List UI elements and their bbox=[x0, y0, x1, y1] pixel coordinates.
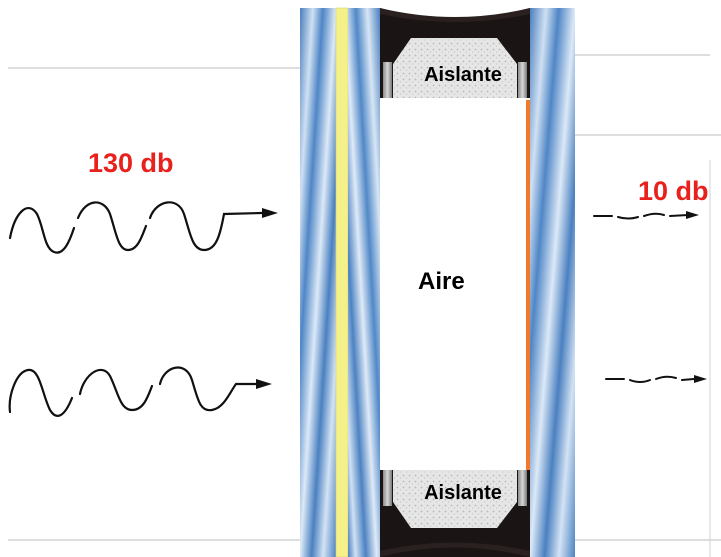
attenuated-wave-icon bbox=[593, 211, 699, 220]
arrow-right-icon bbox=[256, 379, 272, 389]
low-e-coating bbox=[526, 100, 530, 470]
insulation-top-label: Aislante bbox=[424, 64, 502, 86]
laminate-film bbox=[335, 7, 349, 557]
input-level-label: 130 db bbox=[88, 148, 174, 178]
bottom-spacer-left bbox=[383, 470, 392, 506]
sound-wave-icon bbox=[8, 201, 278, 254]
inner-left-glass-pane bbox=[348, 8, 380, 557]
bottom-spacer-right bbox=[518, 470, 527, 506]
bottom-insulation bbox=[393, 470, 517, 528]
output-level-label: 10 db bbox=[638, 176, 709, 206]
top-spacer-left bbox=[383, 62, 392, 98]
arrow-right-icon bbox=[686, 211, 699, 219]
attenuated-wave-icon bbox=[605, 375, 707, 383]
right-glass-pane bbox=[530, 8, 575, 557]
top-insulation bbox=[393, 38, 517, 98]
air-cavity bbox=[380, 100, 528, 470]
arrow-right-icon bbox=[694, 375, 707, 383]
insulation-bottom-label: Aislante bbox=[424, 482, 502, 504]
left-glass-pane bbox=[300, 8, 336, 557]
sound-wave-icon bbox=[8, 366, 272, 417]
air-label: Aire bbox=[418, 268, 465, 295]
arrow-right-icon bbox=[262, 208, 278, 218]
top-spacer-right bbox=[518, 62, 527, 98]
